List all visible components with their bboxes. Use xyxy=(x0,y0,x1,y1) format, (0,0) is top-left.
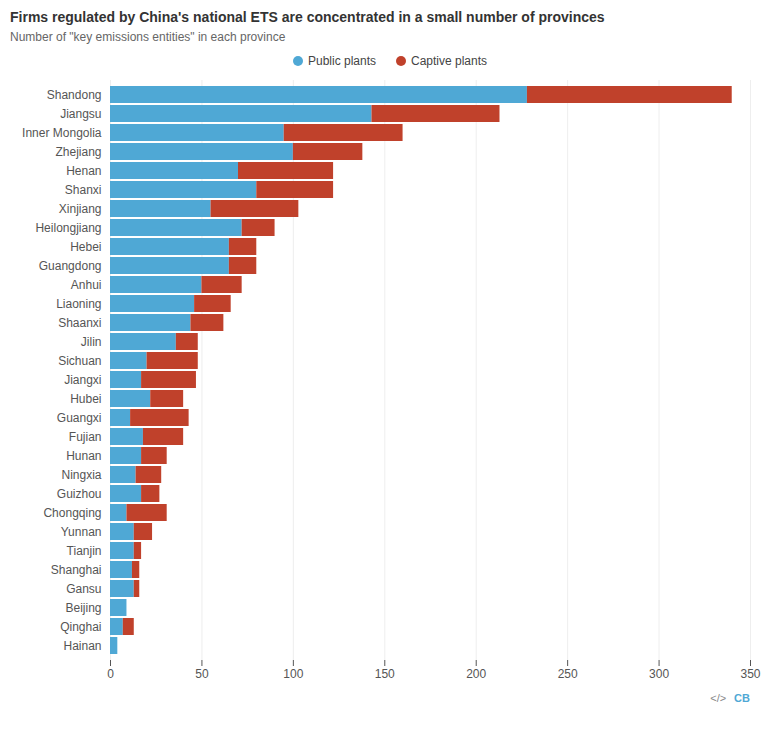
svg-text:Jilin: Jilin xyxy=(81,335,102,349)
svg-text:Henan: Henan xyxy=(66,164,101,178)
svg-text:250: 250 xyxy=(558,667,578,681)
svg-text:Xinjiang: Xinjiang xyxy=(59,202,102,216)
svg-text:Hubei: Hubei xyxy=(70,392,101,406)
svg-text:Ningxia: Ningxia xyxy=(61,468,101,482)
svg-text:Liaoning: Liaoning xyxy=(56,297,101,311)
html-text:Public plants: Public plants xyxy=(308,54,376,68)
svg-text:300: 300 xyxy=(649,667,669,681)
html-text:Number of "key emissions entit: Number of "key emissions entities" in ea… xyxy=(10,30,286,44)
svg-text:50: 50 xyxy=(195,667,209,681)
svg-text:Guangdong: Guangdong xyxy=(39,259,102,273)
svg-text:Gansu: Gansu xyxy=(66,582,101,596)
svg-text:Hebei: Hebei xyxy=(70,240,101,254)
svg-text:Shanghai: Shanghai xyxy=(51,563,102,577)
svg-text:200: 200 xyxy=(466,667,486,681)
html-text:Firms regulated by China's nat: Firms regulated by China's national ETS … xyxy=(10,9,605,25)
svg-text:Chongqing: Chongqing xyxy=(43,506,101,520)
svg-text:Hunan: Hunan xyxy=(66,449,101,463)
svg-text:Shanxi: Shanxi xyxy=(65,183,102,197)
svg-text:150: 150 xyxy=(375,667,395,681)
svg-text:Tianjin: Tianjin xyxy=(67,544,102,558)
svg-text:Anhui: Anhui xyxy=(71,278,102,292)
svg-text:Hainan: Hainan xyxy=(63,639,101,653)
svg-text:Heilongjiang: Heilongjiang xyxy=(35,221,101,235)
svg-text:Zhejiang: Zhejiang xyxy=(55,145,101,159)
svg-text:Qinghai: Qinghai xyxy=(60,620,101,634)
html-text:CB: CB xyxy=(734,692,750,704)
svg-text:Sichuan: Sichuan xyxy=(58,354,101,368)
svg-text:0: 0 xyxy=(107,667,114,681)
svg-text:Shaanxi: Shaanxi xyxy=(58,316,101,330)
svg-text:Jiangsu: Jiangsu xyxy=(60,107,101,121)
svg-text:Shandong: Shandong xyxy=(47,88,102,102)
svg-text:Jiangxi: Jiangxi xyxy=(64,373,101,387)
svg-text:Guangxi: Guangxi xyxy=(57,411,102,425)
svg-text:Guizhou: Guizhou xyxy=(57,487,102,501)
svg-text:Inner Mongolia: Inner Mongolia xyxy=(22,126,102,140)
svg-text:Fujian: Fujian xyxy=(69,430,102,444)
html-text:Captive plants: Captive plants xyxy=(411,54,487,68)
svg-text:Beijing: Beijing xyxy=(65,601,101,615)
svg-text:100: 100 xyxy=(283,667,303,681)
svg-text:350: 350 xyxy=(740,667,760,681)
svg-text:Yunnan: Yunnan xyxy=(61,525,102,539)
